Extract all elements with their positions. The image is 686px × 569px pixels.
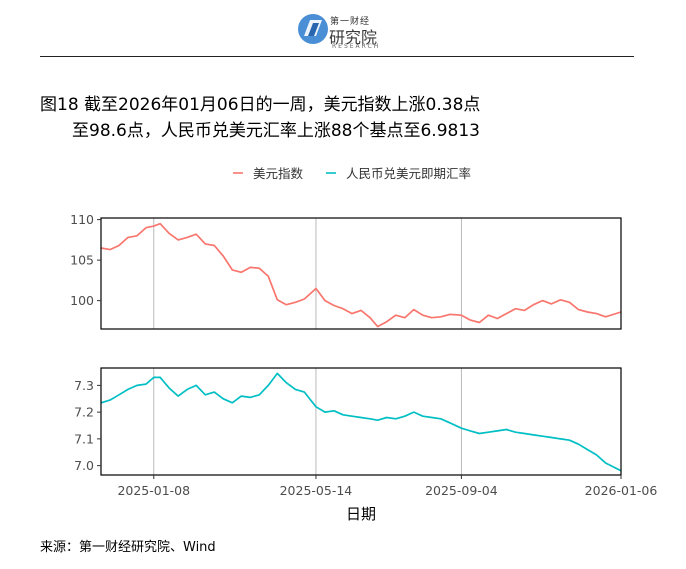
x-tick-label-1: 2025-05-14 xyxy=(280,483,353,498)
y-tick-label-1-3: 7.3 xyxy=(74,378,94,393)
y-tick-label-1-2: 7.2 xyxy=(74,405,94,420)
header-divider xyxy=(40,56,634,57)
panel-frame-1 xyxy=(100,367,622,476)
figure-title-line1: 图18 截至2026年01月06日的一周，美元指数上涨0.38点 xyxy=(40,95,481,115)
logo-text-main: 研究院 xyxy=(329,28,378,47)
logo-text-top: 第一财经 xyxy=(330,17,371,27)
y-tick-label-1-0: 7.0 xyxy=(74,458,94,473)
y-tick-label-0-2: 110 xyxy=(70,212,94,227)
legend-label-1: 人民币兑美元即期汇率 xyxy=(346,166,471,181)
usd-index-panel: 100 105 110 xyxy=(70,212,622,330)
logo-emblem-icon xyxy=(298,14,328,44)
figure-title-line2: 至98.6点，人民币兑美元汇率上涨88个基点至6.9813 xyxy=(72,121,480,141)
source-note: 来源：第一财经研究院、Wind xyxy=(40,540,216,555)
series-line-1 xyxy=(100,372,622,472)
chart: 美元指数 人民币兑美元即期汇率 100 105 110 7.0 7.1 7.2 7.3 20… xyxy=(70,166,657,523)
x-tick-label-2: 2025-09-04 xyxy=(425,483,498,498)
x-axis: 2025-01-08 2025-05-14 2025-09-04 2026-01-06… xyxy=(117,475,657,523)
logo-text-sub: RESEARCH xyxy=(332,43,381,50)
y-tick-label-1-1: 7.1 xyxy=(74,431,94,446)
y-tick-label-0-1: 105 xyxy=(70,253,94,268)
x-tick-label-0: 2025-01-08 xyxy=(117,483,190,498)
x-tick-label-3: 2026-01-06 xyxy=(585,483,658,498)
logo xyxy=(296,12,396,52)
legend: 美元指数 人民币兑美元即期汇率 xyxy=(233,166,471,181)
cny-rate-panel: 7.0 7.1 7.2 7.3 xyxy=(74,367,622,476)
y-tick-label-0-0: 100 xyxy=(70,293,94,308)
legend-label-0: 美元指数 xyxy=(253,166,304,181)
series-line-0 xyxy=(100,222,622,328)
x-axis-label: 日期 xyxy=(346,505,376,523)
panel-frame-0 xyxy=(100,217,622,330)
